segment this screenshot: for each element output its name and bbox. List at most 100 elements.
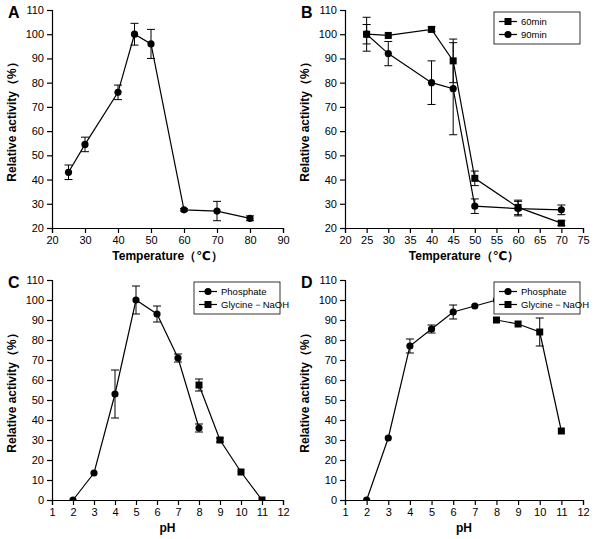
tick-label: 20 (325, 454, 337, 466)
tick-mark (583, 228, 584, 233)
tick-label: 90 (32, 52, 44, 64)
error-bar (132, 286, 140, 314)
marker (514, 205, 521, 212)
tick: 90 (32, 314, 52, 326)
marker (471, 302, 478, 309)
plot-area (65, 23, 255, 222)
tick-mark (178, 500, 179, 505)
y-axis-title: Relative activity（%） (5, 56, 19, 181)
tick-mark (453, 500, 454, 505)
figure: 20304050607080902030405060708090100110AT… (0, 0, 600, 539)
tick-mark (340, 228, 345, 229)
tick: 60 (512, 228, 524, 246)
error-cap (195, 424, 203, 425)
tick-label: 11 (556, 506, 567, 518)
tick-label: 4 (112, 506, 118, 518)
marker (153, 310, 160, 317)
tick-mark (340, 400, 345, 401)
tick: 80 (325, 334, 345, 346)
panel: 1234567891011120102030405060708090100110… (5, 274, 290, 535)
tick: 20 (339, 228, 351, 246)
tick-mark (47, 10, 52, 11)
error-cap (131, 45, 139, 46)
marker (428, 26, 435, 33)
tick: 40 (32, 414, 52, 426)
tick: 50 (469, 228, 481, 246)
error-bar (406, 339, 414, 353)
error-cap (147, 58, 155, 59)
error-bar (471, 199, 479, 214)
tick-label: 100 (319, 28, 337, 40)
marker (493, 317, 500, 324)
y-axis: 0102030405060708090100110 (319, 274, 346, 506)
error-cap (65, 165, 73, 166)
tick: 1 (49, 500, 55, 518)
tick-mark (47, 300, 52, 301)
tick-mark (496, 228, 497, 233)
tick-label: 10 (325, 474, 337, 486)
x-axis-line (346, 501, 584, 506)
tick: 40 (32, 174, 52, 186)
tick-mark (518, 500, 519, 505)
tick-mark (47, 440, 52, 441)
tick: 70 (32, 354, 52, 366)
tick-mark (340, 420, 345, 421)
tick-mark (250, 228, 251, 233)
tick-mark (431, 228, 432, 233)
x-axis: 202530354045505560657075 (339, 228, 589, 246)
error-cap (428, 333, 436, 334)
legend-label: Glycine－NaOH (221, 299, 289, 310)
tick: 4 (407, 500, 413, 518)
tick-label: 50 (325, 149, 337, 161)
tick-label: 40 (325, 414, 337, 426)
marker (180, 206, 187, 213)
tick-label: 100 (26, 294, 44, 306)
error-bar (114, 85, 122, 100)
tick-label: 1 (342, 506, 348, 518)
marker (246, 215, 253, 222)
tick-label: 0 (38, 494, 44, 506)
tick-label: 25 (361, 234, 373, 246)
legend: 60min90min (494, 12, 580, 44)
marker (471, 175, 478, 182)
tick: 30 (32, 434, 52, 446)
tick-mark (388, 500, 389, 505)
tick-mark (475, 500, 476, 505)
error-bar (428, 325, 436, 333)
tick-label: 70 (325, 354, 337, 366)
plot-area (363, 296, 565, 501)
tick: 110 (319, 4, 345, 16)
tick: 5 (429, 500, 435, 518)
tick-mark (340, 58, 345, 59)
marker (69, 496, 76, 501)
error-bar (428, 61, 436, 105)
x-axis-title: pH (456, 521, 472, 535)
tick-mark (388, 228, 389, 233)
y-axis-title: Relative activity（%） (298, 56, 312, 181)
tick-label: 80 (32, 77, 44, 89)
marker (114, 89, 121, 96)
y-axis: 0102030405060708090100110 (26, 274, 53, 506)
tick: 70 (325, 354, 345, 366)
error-cap (449, 42, 457, 43)
error-cap (195, 432, 203, 433)
tick: 4 (112, 500, 118, 518)
tick: 70 (325, 101, 345, 113)
tick-label: 110 (319, 274, 337, 286)
tick-label: 3 (386, 506, 392, 518)
legend-marker (205, 301, 212, 308)
series-line (73, 300, 199, 500)
tick: 20 (32, 454, 52, 466)
tick-mark (340, 204, 345, 205)
tick: 12 (277, 500, 289, 518)
tick: 6 (154, 500, 160, 518)
y-axis-line (340, 281, 346, 501)
error-cap (428, 60, 436, 61)
marker (111, 390, 118, 397)
error-bar (111, 370, 119, 418)
tick-label: 30 (383, 234, 395, 246)
tick: 50 (32, 149, 52, 161)
marker (363, 496, 370, 501)
tick-label: 10 (32, 474, 44, 486)
tick-label: 50 (32, 394, 44, 406)
